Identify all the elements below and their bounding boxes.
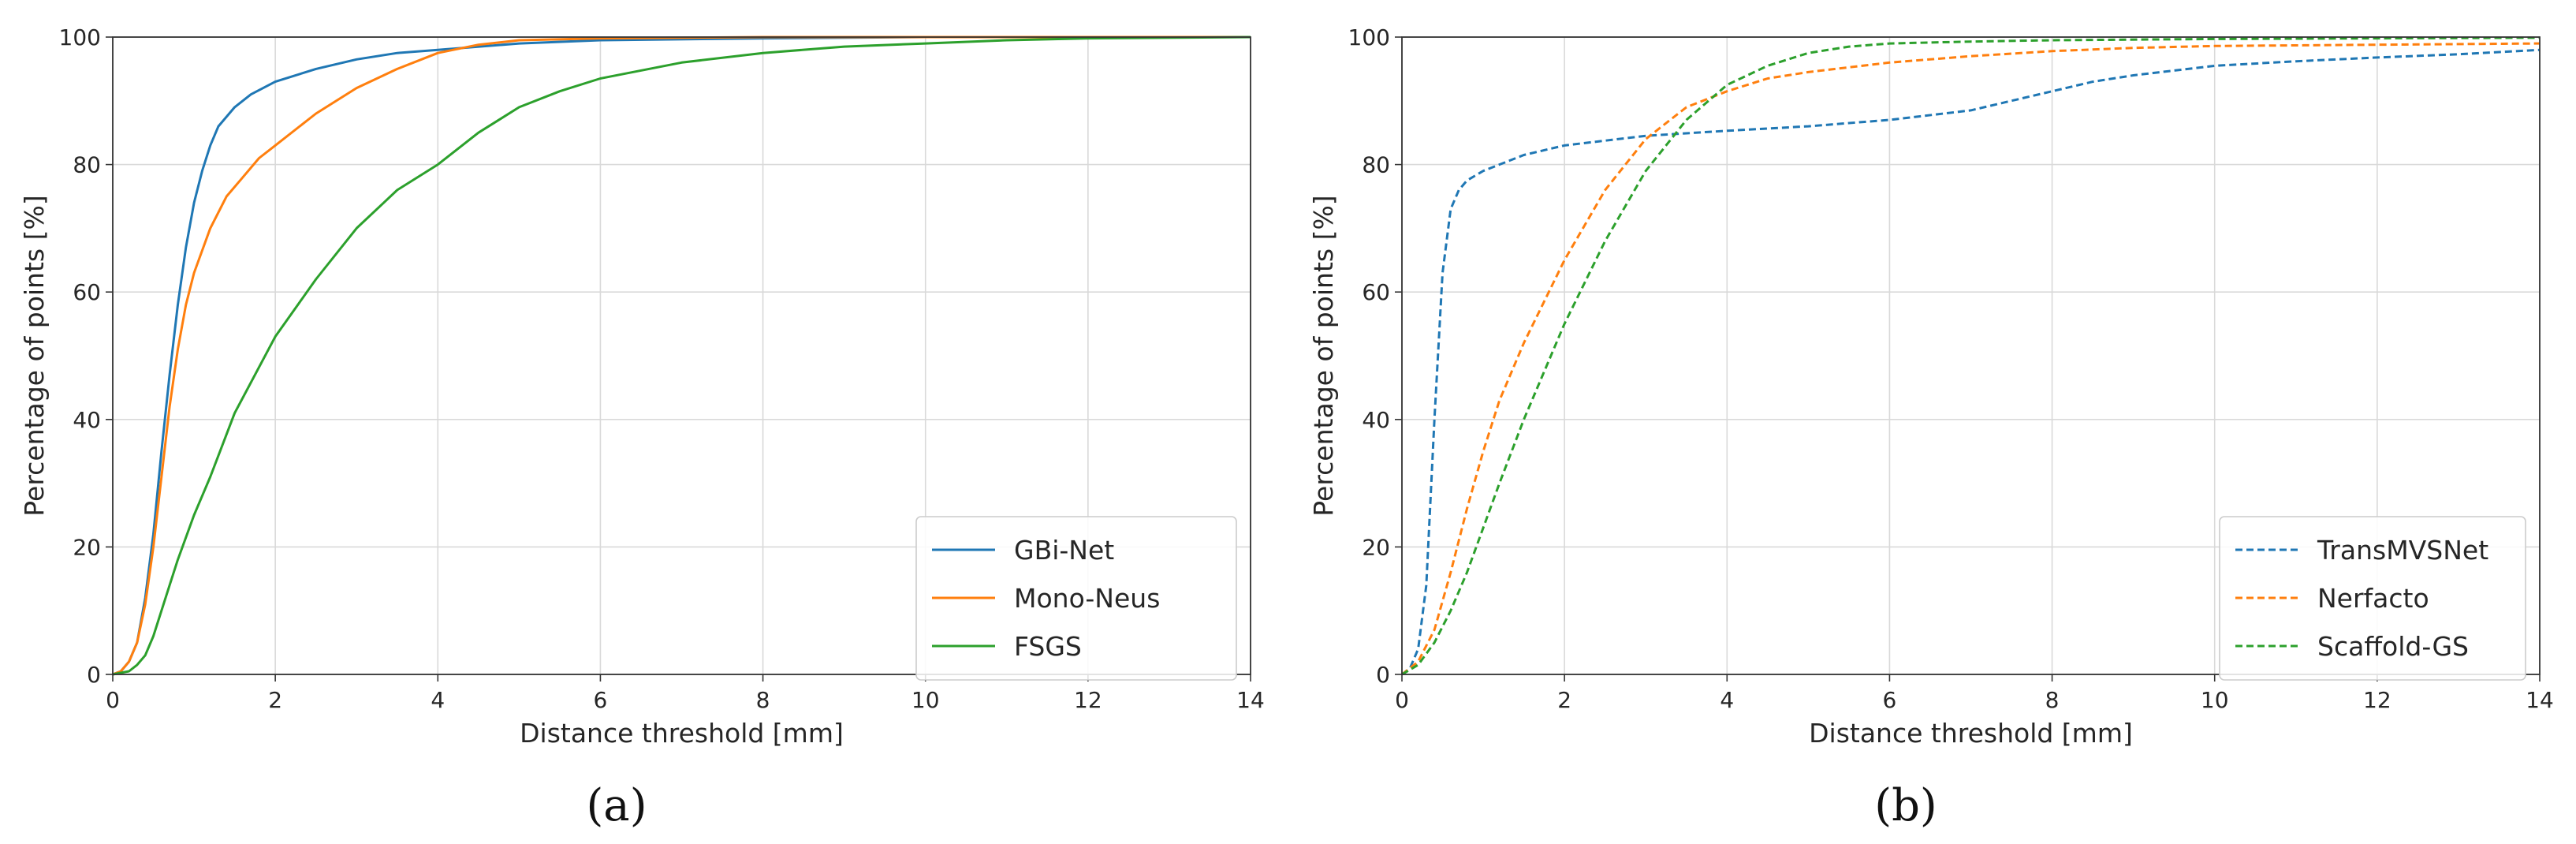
y-tick-label: 80 (73, 152, 101, 178)
legend: TransMVSNet Nerfacto Scaffold-GS (2219, 516, 2526, 681)
plot-area-frame (1401, 36, 2541, 675)
x-tick-label: 12 (1074, 687, 1102, 713)
x-tick-label: 10 (911, 687, 940, 713)
y-tick-label: 0 (1376, 662, 1390, 688)
legend-label: Nerfacto (2317, 583, 2429, 614)
y-tick-label: 40 (1362, 407, 1390, 433)
y-tick-label: 60 (1362, 279, 1390, 305)
series-line-scaffold-gs (1401, 36, 2541, 676)
legend-box (2219, 516, 2526, 681)
legend-label: Scaffold-GS (2317, 631, 2469, 662)
y-tick-label: 20 (1362, 534, 1390, 560)
y-axis-label: Percentage of points [%] (1308, 195, 1339, 516)
y-tick-label: 60 (73, 279, 101, 305)
y-tick-label: 0 (87, 662, 101, 688)
y-tick-label: 20 (73, 534, 101, 560)
x-tick-label: 2 (268, 687, 282, 713)
panel-b: 0 2 4 6 8 10 12 14 0 20 40 60 80 100 Distance threshol… (1308, 24, 2554, 831)
x-tick-label: 14 (2526, 687, 2554, 713)
y-tick-label: 100 (59, 24, 101, 50)
y-axis-label: Percentage of points [%] (19, 195, 50, 516)
plot-area-frame (112, 36, 1251, 675)
legend-label: TransMVSNet (2317, 535, 2488, 566)
x-tick-label: 4 (431, 687, 445, 713)
legend-label: GBi-Net (1014, 535, 1114, 566)
x-tick-label: 14 (1236, 687, 1265, 713)
y-tick-label: 100 (1348, 24, 1390, 50)
x-tick-label: 6 (594, 687, 608, 713)
x-tick-label: 2 (1557, 687, 1571, 713)
series-line-mono-neus (112, 35, 1251, 676)
x-tick-label: 0 (1395, 687, 1409, 713)
x-axis-label: Distance threshold [mm] (520, 718, 844, 749)
y-tick-label: 40 (73, 407, 101, 433)
x-tick-label: 8 (2045, 687, 2060, 713)
x-tick-label: 8 (756, 687, 770, 713)
x-axis-label: Distance threshold [mm] (1809, 718, 2133, 749)
legend-label: FSGS (1014, 631, 1082, 662)
series-line-gbi-net (112, 35, 1251, 676)
legend-label: Mono-Neus (1014, 583, 1160, 614)
x-tick-label: 6 (1883, 687, 1897, 713)
legend: GBi-Net Mono-Neus FSGS (915, 516, 1237, 681)
y-tick-label: 80 (1362, 152, 1390, 178)
x-tick-label: 0 (106, 687, 120, 713)
series-line-transmvsnet (1401, 48, 2541, 676)
panel-label: (b) (1874, 780, 1937, 831)
series-line-nerfacto (1401, 42, 2541, 676)
x-tick-label: 4 (1720, 687, 1734, 713)
x-tick-label: 10 (2201, 687, 2229, 713)
legend-box (915, 516, 1237, 681)
x-tick-label: 12 (2363, 687, 2391, 713)
panel-label: (a) (586, 780, 647, 831)
panel-a: 0 2 4 6 8 10 12 14 0 20 40 60 80 100 Distance threshol… (19, 24, 1265, 831)
series-line-fsgs (112, 35, 1251, 676)
